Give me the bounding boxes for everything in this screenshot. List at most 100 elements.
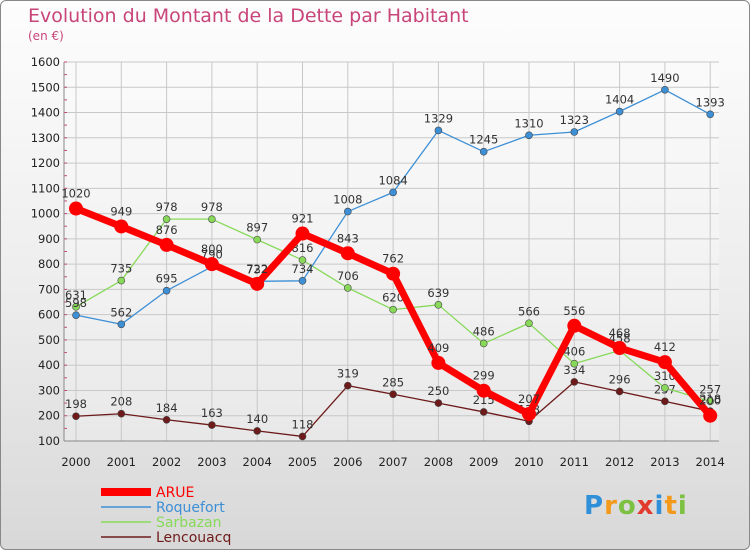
point-lencouacq-2012 <box>615 387 624 396</box>
point-lencouacq-2013 <box>661 397 669 406</box>
data-label-lencouacq-2003: 163 <box>201 406 223 420</box>
legend-label-arue: ARUE <box>156 485 194 501</box>
data-label-sarbazan-2010: 566 <box>518 304 540 318</box>
x-tick-label: 2013 <box>650 455 679 469</box>
point-sarbazan-2008 <box>434 301 443 309</box>
logo-letter: o <box>617 491 637 521</box>
logo-letter: P <box>584 491 605 521</box>
y-tick-label: 1600 <box>31 55 60 69</box>
y-tick-label: 300 <box>38 383 60 397</box>
point-roquefort-2010 <box>525 131 533 140</box>
data-label-arue-2004: 722 <box>246 262 268 276</box>
data-label-arue-2000: 1020 <box>61 187 90 201</box>
data-label-sarbazan-2014: 257 <box>699 382 721 396</box>
data-label-arue-2003: 800 <box>201 242 223 256</box>
data-label-lencouacq-2008: 250 <box>427 384 449 398</box>
point-roquefort-2014 <box>706 110 715 119</box>
point-arue-2009 <box>476 383 491 398</box>
point-lencouacq-2008 <box>434 399 443 407</box>
point-arue-2008 <box>431 355 446 370</box>
chart-title: Evolution du Montant de la Dette par Hab… <box>28 5 469 27</box>
data-label-lencouacq-2004: 140 <box>246 412 268 426</box>
data-label-sarbazan-2002: 978 <box>156 200 178 214</box>
y-tick-label: 400 <box>38 358 60 372</box>
y-tick-label: 1000 <box>31 207 60 221</box>
data-label-lencouacq-2002: 184 <box>156 401 178 415</box>
y-tick-label: 1100 <box>31 181 60 195</box>
point-arue-2003 <box>204 257 219 272</box>
x-tick-label: 2006 <box>333 455 362 469</box>
point-arue-2004 <box>250 276 265 291</box>
chart-subtitle: (en €) <box>28 29 64 43</box>
data-label-roquefort-2001: 562 <box>110 305 132 319</box>
data-label-roquefort-2000: 598 <box>65 296 87 310</box>
y-tick-label: 1300 <box>31 131 60 145</box>
point-lencouacq-2004 <box>253 427 262 435</box>
data-label-lencouacq-2001: 208 <box>110 395 132 409</box>
data-label-roquefort-2008: 1329 <box>424 111 453 125</box>
point-lencouacq-2001 <box>117 409 126 418</box>
point-arue-2001 <box>114 219 129 234</box>
y-tick-label: 700 <box>38 282 60 296</box>
data-label-sarbazan-2008: 639 <box>427 286 449 300</box>
logo-letter: t <box>664 491 678 521</box>
y-tick-label: 1200 <box>31 156 60 170</box>
y-tick-label: 800 <box>38 257 60 271</box>
point-roquefort-2001 <box>117 320 126 329</box>
data-label-lencouacq-2011: 334 <box>563 363 585 377</box>
data-label-sarbazan-2000: 631 <box>65 288 87 302</box>
point-sarbazan-2006 <box>343 284 352 292</box>
data-label-arue-2014: 200 <box>699 394 721 408</box>
point-sarbazan-2013 <box>661 384 669 392</box>
point-arue-2014 <box>703 408 718 423</box>
data-label-arue-2005: 921 <box>292 212 314 226</box>
x-tick-label: 2003 <box>197 455 226 469</box>
point-arue-2007 <box>386 266 401 281</box>
x-tick-label: 2014 <box>696 455 725 469</box>
point-sarbazan-2000 <box>72 303 80 311</box>
y-tick-label: 200 <box>38 409 60 423</box>
x-tick-label: 2001 <box>107 455 136 469</box>
point-roquefort-2005 <box>298 277 307 285</box>
point-lencouacq-2006 <box>343 381 352 390</box>
data-label-lencouacq-2007: 285 <box>382 375 404 389</box>
point-roquefort-2006 <box>343 207 352 216</box>
data-label-arue-2008: 409 <box>427 341 449 355</box>
point-arue-2002 <box>159 237 174 252</box>
data-label-sarbazan-2003: 978 <box>201 200 223 214</box>
point-roquefort-2009 <box>479 147 488 156</box>
data-label-sarbazan-2007: 620 <box>382 291 404 305</box>
point-roquefort-2007 <box>389 188 397 197</box>
y-tick-label: 100 <box>38 434 60 448</box>
point-sarbazan-2009 <box>479 339 488 348</box>
data-label-roquefort-2010: 1310 <box>514 116 543 130</box>
x-tick-label: 2011 <box>560 455 589 469</box>
y-tick-label: 1400 <box>31 106 60 120</box>
y-tick-label: 600 <box>38 308 60 322</box>
x-tick-label: 2010 <box>514 455 543 469</box>
data-label-roquefort-2006: 1008 <box>333 193 362 207</box>
data-label-arue-2006: 843 <box>337 231 359 245</box>
point-arue-2006 <box>340 246 355 261</box>
data-label-roquefort-2011: 1323 <box>560 113 589 127</box>
data-label-sarbazan-2004: 897 <box>246 221 268 235</box>
data-label-lencouacq-2000: 198 <box>65 397 87 411</box>
point-arue-2010 <box>522 406 536 421</box>
legend-label-sarbazan: Sarbazan <box>156 515 222 531</box>
point-sarbazan-2001 <box>117 276 126 285</box>
point-roquefort-2013 <box>661 85 669 94</box>
x-tick-label: 2012 <box>605 455 634 469</box>
legend-label-roquefort: Roquefort <box>156 500 225 516</box>
logo-letter: r <box>604 491 618 521</box>
data-label-roquefort-2013: 1490 <box>650 71 679 85</box>
point-sarbazan-2004 <box>253 235 262 244</box>
x-tick-label: 2002 <box>152 455 181 469</box>
point-lencouacq-2000 <box>72 412 80 421</box>
point-lencouacq-2007 <box>389 390 397 399</box>
data-label-roquefort-2012: 1404 <box>605 93 634 107</box>
x-tick-label: 2007 <box>378 455 407 469</box>
point-sarbazan-2003 <box>208 215 216 223</box>
logo-letter: i <box>654 491 665 521</box>
data-label-lencouacq-2005: 118 <box>292 417 314 431</box>
